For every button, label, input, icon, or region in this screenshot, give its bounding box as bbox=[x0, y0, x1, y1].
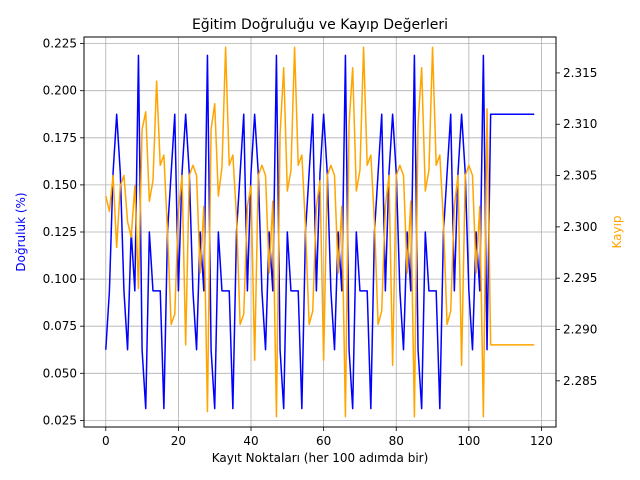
x-tick-label: 0 bbox=[102, 434, 110, 448]
x-tick-label: 20 bbox=[171, 434, 186, 448]
left-y-tick-label: 0.075 bbox=[43, 319, 77, 333]
left-y-tick-label: 0.100 bbox=[43, 272, 77, 286]
right-y-axis-title: Kayıp bbox=[610, 215, 624, 248]
x-tick-label: 40 bbox=[243, 434, 258, 448]
left-y-tick-label: 0.150 bbox=[43, 178, 77, 192]
x-tick-label: 80 bbox=[389, 434, 404, 448]
right-y-tick-label: 2.295 bbox=[563, 271, 597, 285]
right-y-tick-label: 2.290 bbox=[563, 323, 597, 337]
right-y-tick-label: 2.310 bbox=[563, 117, 597, 131]
left-y-tick-label: 0.175 bbox=[43, 131, 77, 145]
x-tick-label: 60 bbox=[316, 434, 331, 448]
left-y-tick-label: 0.225 bbox=[43, 37, 77, 51]
left-y-tick-label: 0.125 bbox=[43, 225, 77, 239]
right-y-tick-label: 2.315 bbox=[563, 66, 597, 80]
right-y-tick-label: 2.300 bbox=[563, 220, 597, 234]
x-tick-label: 120 bbox=[530, 434, 553, 448]
x-tick-label: 100 bbox=[457, 434, 480, 448]
right-y-tick-label: 2.285 bbox=[563, 374, 597, 388]
loss-series-line bbox=[105, 46, 535, 418]
right-y-tick-label: 2.305 bbox=[563, 169, 597, 183]
accuracy-series-line bbox=[105, 54, 535, 410]
left-y-axis-title: Doğruluk (%) bbox=[14, 192, 28, 271]
left-y-tick-label: 0.050 bbox=[43, 366, 77, 380]
x-axis-title: Kayıt Noktaları (her 100 adımda bir) bbox=[212, 451, 429, 465]
chart-title: Eğitim Doğruluğu ve Kayıp Değerleri bbox=[192, 17, 448, 33]
left-y-tick-label: 0.200 bbox=[43, 84, 77, 98]
series-group bbox=[105, 46, 535, 418]
axes-group: 0 20 40 60 80 100 120 0.025 0.050 0.075 0.100 0.125… bbox=[43, 37, 598, 448]
left-y-tick-label: 0.025 bbox=[43, 413, 77, 427]
